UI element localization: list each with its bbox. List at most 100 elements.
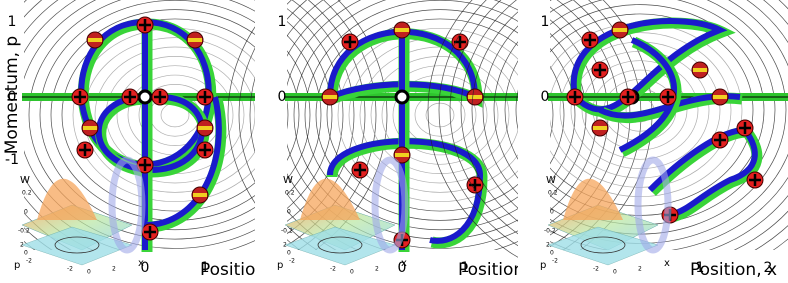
- x-tick-label: 0: [141, 260, 150, 276]
- stripe: [395, 28, 409, 32]
- cross: [584, 34, 596, 46]
- stripe: [323, 95, 337, 99]
- inset-tick-label: -2: [67, 266, 73, 273]
- inset-tick-label: -0.2: [18, 228, 30, 235]
- blue-trajectory: [327, 138, 484, 244]
- inset-tick-label: 0.2: [285, 190, 295, 197]
- x-tick-label: 0: [398, 260, 407, 276]
- cross: [469, 179, 481, 191]
- inset-tick-label: 0: [24, 209, 28, 216]
- cross: [354, 164, 366, 176]
- inset-p-label: p: [540, 260, 546, 271]
- inset-z-label: W: [20, 175, 30, 186]
- cross: [569, 91, 581, 103]
- y-tick-label: 1: [278, 14, 287, 30]
- fixed-point: [394, 89, 410, 105]
- flow-line: [570, 50, 710, 170]
- inset-peak: [563, 178, 623, 220]
- flow-line: [28, 0, 322, 240]
- inset-tick-label: 0.2: [548, 190, 558, 197]
- flow-line: [39, 0, 311, 231]
- stripe: [713, 95, 727, 99]
- inset-tick-label: -2: [26, 258, 32, 265]
- whiteout: [518, 0, 550, 279]
- flow-line: [0, 0, 377, 283]
- inset-ring: [371, 156, 409, 254]
- inset-tick-label: -0.2: [544, 228, 556, 235]
- stripe: [198, 126, 212, 130]
- inset-contour: [54, 236, 100, 254]
- stripe: [88, 38, 102, 42]
- flow-line: [392, 74, 488, 156]
- inset-p-label: p: [277, 260, 283, 271]
- inset-x-label: x: [138, 258, 144, 269]
- cross: [749, 174, 761, 186]
- flow-line: [370, 55, 510, 175]
- stripe: [395, 153, 409, 157]
- cross: [74, 91, 86, 103]
- inset-tick-label: -2: [552, 258, 558, 265]
- flow-line: [0, 0, 388, 283]
- inset-tick-label: 0.2: [22, 190, 32, 197]
- y-tick-label: 0: [278, 89, 287, 105]
- inset-tick-label: -2: [330, 266, 336, 273]
- y-axis-label: Momentum, p: [2, 36, 22, 154]
- stripe: [593, 126, 607, 130]
- inset-tick-label: 2: [283, 242, 287, 249]
- cross: [79, 144, 91, 156]
- stripe: [193, 193, 207, 197]
- y-tick-label: 0: [8, 89, 17, 105]
- cross: [199, 144, 211, 156]
- cross: [662, 91, 674, 103]
- cross: [199, 91, 211, 103]
- cross: [154, 91, 166, 103]
- x-axis-label: Position, x: [690, 260, 777, 279]
- y-tick-label: 1: [541, 14, 550, 30]
- inset-tick-label: 2: [546, 242, 550, 249]
- inset-tick-label: -2: [593, 266, 599, 273]
- inset-x-label: x: [401, 258, 407, 269]
- cross: [124, 91, 136, 103]
- blue-trajectory: [647, 126, 758, 218]
- inset-tick-label: 0: [287, 209, 291, 216]
- inset-z-label: W: [283, 175, 293, 186]
- inset-x-label: x: [664, 258, 670, 269]
- cross: [454, 36, 466, 48]
- inset-tick-label: 0: [287, 250, 291, 257]
- x-tick-label: 1: [696, 260, 705, 276]
- blue-trajectory: [618, 37, 677, 153]
- stripe: [83, 126, 97, 130]
- x-tick-label: 1: [461, 260, 470, 276]
- inset-tick-label: 0: [550, 209, 554, 216]
- inset-tick-label: 0: [24, 250, 28, 257]
- cross: [594, 64, 606, 76]
- stripe: [693, 68, 707, 72]
- inset-contour: [317, 236, 363, 254]
- inset-tick-label: 0: [613, 269, 617, 276]
- inset-tick-label: -2: [289, 258, 295, 265]
- flow-line: [61, 18, 289, 212]
- cross: [144, 226, 156, 238]
- cross: [714, 134, 726, 146]
- inset-tick-label: 0: [87, 269, 91, 276]
- stripe: [468, 95, 482, 99]
- inset-p-label: p: [14, 260, 20, 271]
- flow-line: [326, 18, 554, 212]
- cross: [622, 91, 634, 103]
- flow-line: [304, 0, 576, 231]
- stripe: [188, 38, 202, 42]
- inset-tick-label: 2: [375, 266, 379, 273]
- inset-tick-label: 2: [638, 266, 642, 273]
- cross: [139, 19, 151, 31]
- inset-tick-label: 0: [550, 250, 554, 257]
- blue-trajectory: [144, 96, 222, 228]
- y-tick-label: 0: [541, 89, 550, 105]
- inset-ring: [634, 156, 672, 254]
- fixed-point: [137, 89, 153, 105]
- flow-line: [381, 65, 499, 165]
- cross: [739, 122, 751, 134]
- stripe: [613, 28, 627, 32]
